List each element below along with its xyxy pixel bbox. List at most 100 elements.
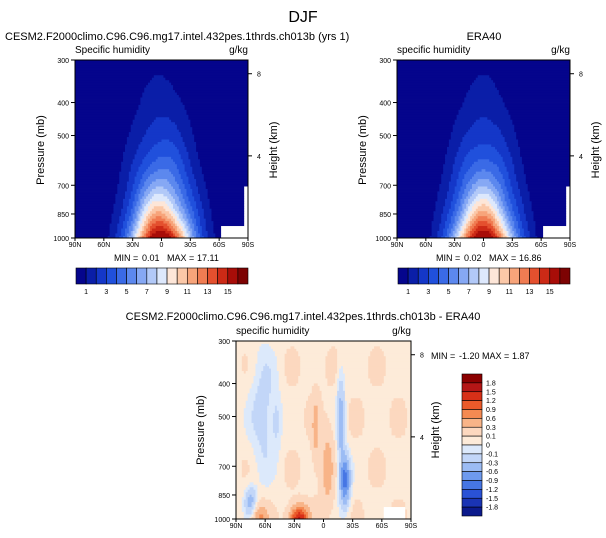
diff-field-cell [236,405,247,409]
model-field-cell [169,79,249,83]
diff-field-cell [313,444,319,448]
diff-field-cell [271,345,291,349]
diff-field-cell [325,375,336,379]
diff-field-cell [313,415,319,419]
diff-field-cell [335,457,338,461]
diff-field-cell [383,454,412,458]
diff-field-cell [323,449,332,453]
diff-field-cell [325,447,332,451]
obs-field-cell [464,198,469,202]
diff-field-cell [247,395,256,399]
model-field-cell [119,171,130,175]
obs-field-cell [397,158,446,162]
diff-field-cell [257,484,266,488]
diff-field-cell [298,481,319,485]
model-field-cell [75,149,126,152]
diff-field-cell [243,353,247,357]
model-field-cell [123,235,128,239]
model-field-cell [149,228,153,231]
model-field-cell [75,163,122,167]
diff-field-cell [300,358,326,362]
diff-field-cell [247,501,252,505]
diff-field-cell [372,383,383,386]
obs-field-cell [531,203,567,207]
model-field-cell [244,188,249,192]
model-field-cell [123,156,135,160]
model-field-cell [173,225,178,229]
model-field-cell [194,223,197,227]
diff-field-cell [278,516,284,520]
diff-field-cell [271,373,280,377]
obs-field-cell [521,235,527,239]
obs-field-cell [443,208,450,212]
obs-field-cell [516,131,571,135]
model-colorbar-box [126,267,138,285]
obs-field-cell [566,198,571,202]
diff-field-cell [339,457,342,461]
diff-field-cell [403,397,412,401]
model-field-cell [209,200,245,204]
model-field-cell [142,94,180,98]
diff-field-cell [253,427,268,431]
obs-field-cell [454,228,457,231]
obs-field-cell [441,178,452,182]
model-field-cell [138,195,143,199]
diff-field-cell [337,449,340,453]
obs-field-cell [466,183,473,187]
diff-colorbar-box [461,453,483,464]
diff-field-cell [335,417,338,421]
obs-field-cell [495,220,500,224]
diff-field-cell [278,412,284,416]
diff-field-cell [337,415,340,419]
diff-field-cell [300,476,319,480]
diff-field-cell [348,402,363,406]
diff-field-cell [342,479,348,483]
obs-field-cell [516,228,521,231]
diff-field-cell [267,430,274,433]
diff-field-cell [341,516,346,520]
obs-field-cell [510,153,521,157]
diff-field-cell [278,375,287,379]
model-field-cell [213,230,222,234]
model-field-cell [178,205,184,209]
obs-field-cell [397,139,450,142]
obs-field-cell [521,161,571,165]
diff-field-cell [335,459,338,463]
obs-field-cell [506,203,513,207]
obs-field-cell [397,176,442,180]
model-field-cell [132,218,135,222]
model-field-cell [134,176,143,180]
diff-field-cell [370,481,385,485]
model-field-cell [130,195,135,199]
diff-field-cell [284,509,291,512]
obs-field-cell [491,171,502,175]
model-field-cell [115,200,124,204]
model-field-cell [199,163,249,167]
obs-colorbar-box [488,267,500,285]
obs-field-cell [458,109,509,113]
diff-field-cell [342,425,346,428]
diff-field-cell [337,447,342,451]
obs-field-cell [477,158,490,162]
obs-field-cell [439,188,450,192]
diff-field-cell [243,425,254,428]
obs-field-cell [495,225,500,229]
diff-field-cell [298,375,326,379]
model-field-cell [194,225,199,229]
diff-field-cell [286,484,297,488]
model-field-cell [194,213,199,217]
model-field-cell [186,203,191,207]
diff-field-cell [346,476,350,480]
model-field-cell [180,203,187,207]
obs-field-cell [450,230,454,234]
obs-field-cell [397,156,446,160]
model-field-cell [169,168,180,172]
obs-field-cell [477,205,490,209]
diff-field-cell [341,467,348,470]
obs-field-cell [462,193,469,197]
diff-field-cell [360,499,394,503]
obs-field-cell [462,205,467,209]
diff-field-cell [344,392,412,396]
obs-units: g/kg [551,45,570,56]
model-y2-label: Height (km) [268,122,280,179]
